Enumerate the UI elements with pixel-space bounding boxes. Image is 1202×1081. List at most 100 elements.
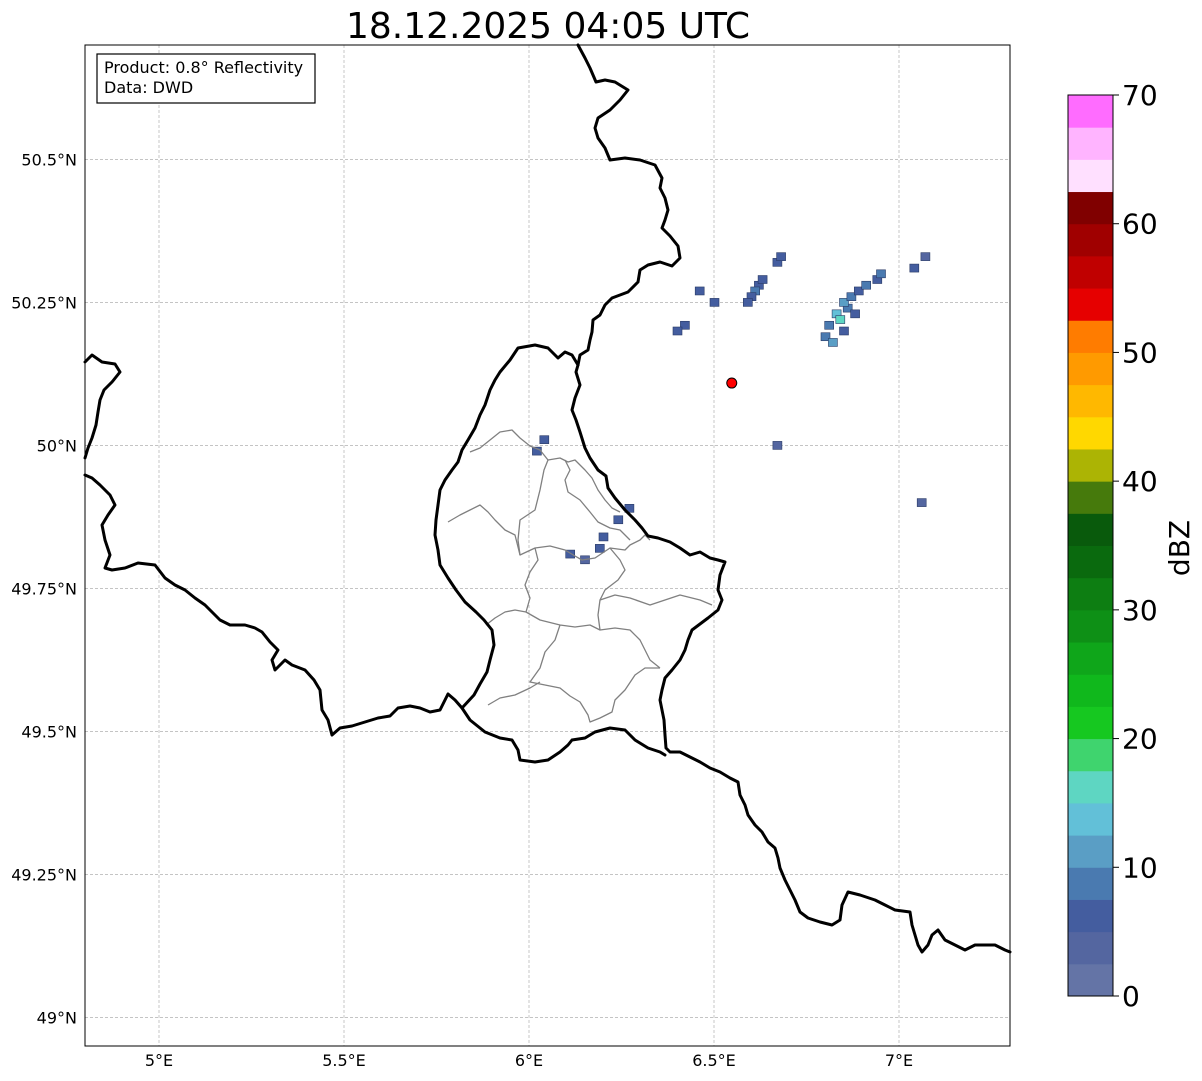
colorbar-segment (1068, 770, 1113, 804)
colorbar-segment (1068, 931, 1113, 965)
map-frame (84, 44, 1011, 1047)
radar-echo (828, 338, 838, 347)
radar-echo (846, 292, 857, 301)
radar-echo (694, 286, 705, 296)
district-boundary-southwest (487, 681, 541, 706)
district-boundary-south (529, 624, 660, 723)
lon-tick-label: 6°E (515, 1051, 543, 1070)
radar-echo (742, 298, 753, 307)
border-belgium-france (83, 473, 464, 737)
radar-echo (772, 441, 783, 450)
district-boundary-west (447, 504, 651, 561)
colorbar-tick-label: 30 (1122, 594, 1158, 627)
colorbar-segment (1068, 738, 1113, 772)
colorbar-segment (1068, 255, 1113, 289)
colorbar-tick-label: 60 (1122, 208, 1158, 241)
radar-echo (565, 549, 576, 559)
colorbar-tick-label: 20 (1122, 723, 1158, 756)
colorbar-segment (1068, 352, 1113, 386)
colorbar-segment (1068, 95, 1113, 128)
radar-echo (920, 252, 931, 261)
colorbar-segment (1068, 706, 1113, 740)
radar-echo (776, 252, 786, 261)
radar-echo (824, 320, 835, 330)
radar-site-dot (726, 377, 738, 389)
colorbar-segment (1068, 320, 1113, 353)
colorbar-label: dBZ (1163, 520, 1196, 576)
info-box: Product: 0.8° Reflectivity Data: DWD (96, 53, 316, 104)
lon-tick-label: 6.5°E (692, 1051, 736, 1070)
colorbar-segment (1068, 835, 1113, 868)
map-background (85, 45, 1010, 1046)
radar-echo (613, 515, 624, 525)
border-northwest-fragment (83, 353, 122, 460)
border-luxembourg-west (433, 343, 667, 764)
lon-tick-label: 7°E (885, 1051, 913, 1070)
colorbar-tick-label: 10 (1122, 851, 1158, 884)
border-germany-belgium (570, 43, 1012, 954)
radar-echo (835, 315, 846, 324)
lat-tick-label: 49°N (37, 1008, 77, 1027)
radar-echo (709, 298, 720, 307)
radar-echo (861, 280, 872, 290)
colorbar-segment (1068, 802, 1113, 836)
graticule (85, 45, 1010, 1046)
lat-tick-label: 49.75°N (11, 579, 77, 598)
colorbar-segment (1068, 191, 1113, 225)
radar-echo (594, 544, 605, 553)
radar-site-marker (726, 377, 738, 389)
district-boundary-east-north (547, 457, 621, 513)
colorbar: 0 10 20 30 40 50 60 70 (1067, 79, 1158, 1013)
district-boundaries (447, 429, 713, 723)
lat-tick-label: 50.5°N (21, 150, 77, 169)
radar-echo (757, 275, 768, 284)
axis-ticks: 5°E 5.5°E 6°E 6.5°E 7°E 50.5°N 50.25°N 50°N 49.7… (11, 150, 913, 1070)
national-borders (83, 43, 1012, 954)
radar-echo (839, 326, 849, 336)
info-data-source: Data: DWD (104, 78, 193, 97)
radar-echo (839, 298, 849, 307)
radar-echo (909, 263, 920, 273)
district-boundary-east (597, 547, 626, 631)
lat-tick-label: 49.25°N (11, 865, 77, 884)
radar-echo (853, 286, 864, 296)
colorbar-tick-label: 70 (1122, 79, 1158, 112)
colorbar-segment (1068, 513, 1113, 546)
colorbar-segment (1068, 288, 1113, 321)
colorbar-segment (1068, 963, 1113, 997)
district-boundary-diekirch (564, 459, 631, 541)
radar-echoes (532, 252, 931, 565)
colorbar-segment (1068, 384, 1113, 418)
info-product: Product: 0.8° Reflectivity (104, 58, 303, 77)
colorbar-segment (1068, 674, 1113, 707)
radar-echo (672, 326, 683, 336)
colorbar-segment (1068, 481, 1113, 514)
radar-echo (539, 435, 550, 444)
district-boundary-grevenmacher (599, 594, 713, 606)
district-boundary-center (524, 547, 661, 669)
lon-tick-label: 5°E (145, 1051, 173, 1070)
radar-echo (850, 309, 860, 319)
radar-echo (876, 269, 886, 279)
radar-echo (916, 498, 927, 507)
info-box-frame (96, 53, 316, 104)
radar-echo (598, 532, 609, 542)
district-boundary-mid-west (485, 609, 527, 626)
colorbar-tick-label: 40 (1122, 465, 1158, 498)
colorbar-segment (1068, 577, 1113, 611)
colorbar-tick-label: 50 (1122, 336, 1158, 369)
map-title: 18.12.2025 04:05 UTC (346, 6, 750, 47)
district-boundary-north (469, 429, 549, 556)
colorbar-tick-label: 0 (1122, 980, 1140, 1013)
colorbar-segment (1068, 127, 1113, 160)
colorbar-segment (1068, 899, 1113, 933)
colorbar-segment (1068, 545, 1113, 579)
radar-echo (680, 320, 690, 330)
map-panel: Product: 0.8° Reflectivity Data: DWD (83, 43, 1012, 1047)
colorbar-segment (1068, 642, 1113, 675)
colorbar-frame (1067, 94, 1114, 997)
lat-tick-label: 50°N (37, 436, 77, 455)
colorbar-segment (1068, 609, 1113, 643)
colorbar-segment (1068, 223, 1113, 257)
